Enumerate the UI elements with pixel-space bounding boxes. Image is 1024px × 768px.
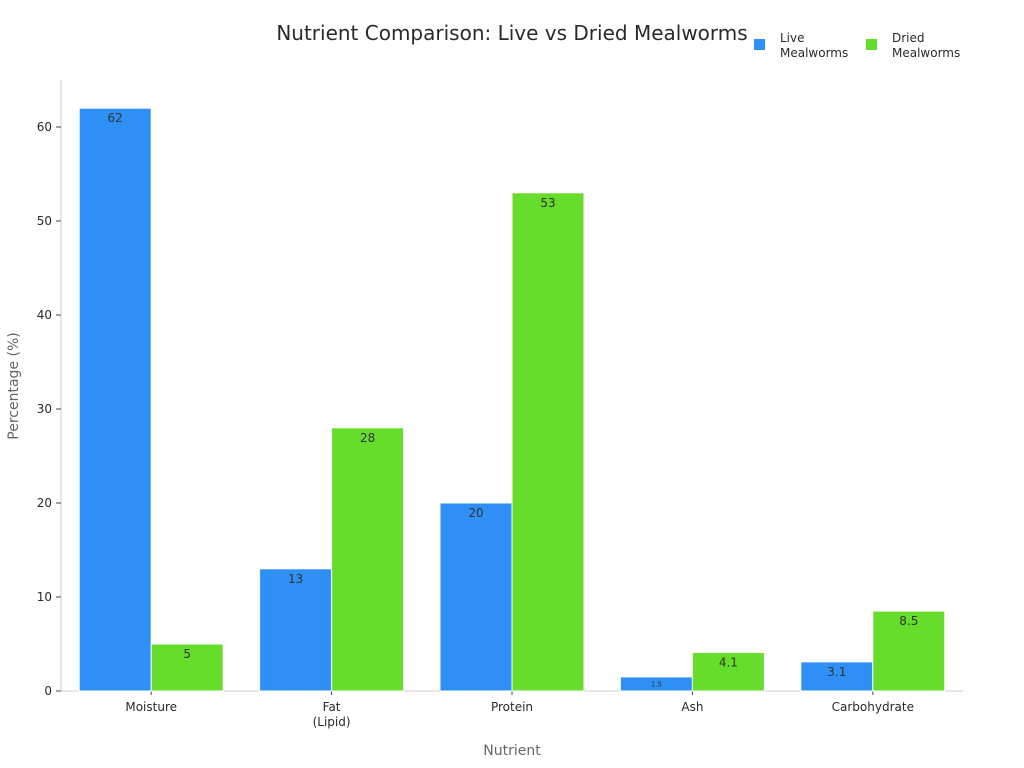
data-label: 5: [183, 647, 191, 661]
legend-label: Dried: [892, 31, 925, 45]
y-tick-label: 60: [37, 120, 52, 134]
data-label: 62: [108, 111, 123, 125]
data-label: 53: [540, 196, 555, 210]
legend-label: Live: [780, 31, 805, 45]
x-axis-title: Nutrient: [483, 743, 541, 759]
y-tick-label: 20: [37, 496, 52, 510]
bar: [331, 427, 405, 692]
y-tick-label: 0: [44, 684, 52, 698]
bar: [259, 568, 333, 692]
data-label: 4.1: [719, 655, 738, 669]
legend-label: Mealworms: [780, 46, 848, 60]
data-label: 20: [468, 506, 483, 520]
x-tick-label: (Lipid): [313, 715, 351, 729]
bar: [439, 502, 513, 692]
axes: 0 10 20 30 40 50 60 Moisture Fat(Lipid) Protein As…: [37, 80, 963, 729]
data-label: 8.5: [899, 614, 918, 628]
y-axis-title: Percentage (%): [6, 332, 22, 439]
data-label: 3.1: [827, 665, 846, 679]
data-label: 13: [288, 572, 303, 586]
y-tick-label: 30: [37, 402, 52, 416]
chart-title: Nutrient Comparison: Live vs Dried Mealw…: [276, 21, 747, 45]
x-tick-label: Fat: [323, 700, 341, 714]
bar: [78, 107, 152, 692]
data-label: 1.5: [651, 680, 662, 688]
x-tick-label: Moisture: [125, 700, 177, 714]
legend-swatch: [866, 39, 877, 50]
y-tick-label: 50: [37, 214, 52, 228]
x-tick-label: Carbohydrate: [832, 700, 914, 714]
legend-label: Mealworms: [892, 46, 960, 60]
legend-swatch: [754, 39, 765, 50]
y-tick-label: 40: [37, 308, 52, 322]
bar: [691, 651, 765, 692]
bar: [872, 610, 946, 692]
x-tick-label: Ash: [681, 700, 703, 714]
bars-group: 62 5 13 28 20 53 1.5 4.1 3.1 8.5: [78, 107, 946, 692]
y-tick-label: 10: [37, 590, 52, 604]
bar: [150, 643, 224, 692]
x-tick-label: Protein: [491, 700, 533, 714]
data-label: 28: [360, 431, 375, 445]
bar: [511, 192, 585, 692]
